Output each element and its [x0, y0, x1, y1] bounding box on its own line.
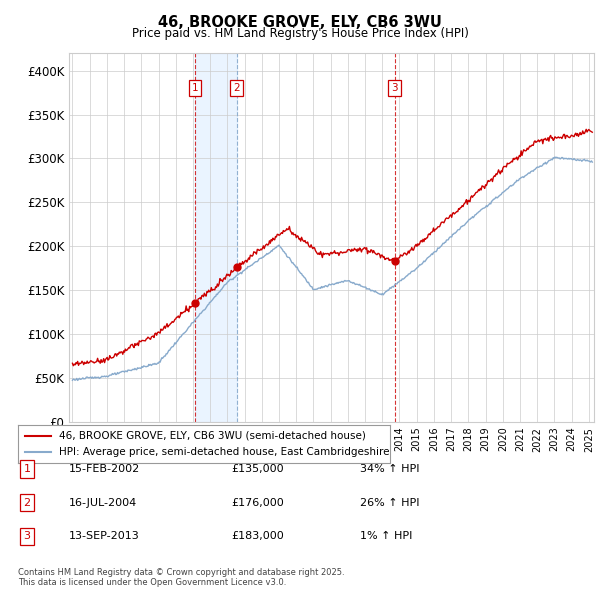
Text: 16-JUL-2004: 16-JUL-2004	[69, 498, 137, 507]
Text: 34% ↑ HPI: 34% ↑ HPI	[360, 464, 419, 474]
Text: £176,000: £176,000	[231, 498, 284, 507]
Text: 1% ↑ HPI: 1% ↑ HPI	[360, 532, 412, 541]
Text: 15-FEB-2002: 15-FEB-2002	[69, 464, 140, 474]
Text: 1: 1	[191, 83, 199, 93]
Text: 3: 3	[391, 83, 398, 93]
Text: HPI: Average price, semi-detached house, East Cambridgeshire: HPI: Average price, semi-detached house,…	[59, 447, 389, 457]
Text: 2: 2	[233, 83, 240, 93]
Text: 26% ↑ HPI: 26% ↑ HPI	[360, 498, 419, 507]
Text: 2: 2	[23, 498, 31, 507]
Text: 1: 1	[23, 464, 31, 474]
Text: 3: 3	[23, 532, 31, 541]
Text: 46, BROOKE GROVE, ELY, CB6 3WU: 46, BROOKE GROVE, ELY, CB6 3WU	[158, 15, 442, 30]
Text: Contains HM Land Registry data © Crown copyright and database right 2025.
This d: Contains HM Land Registry data © Crown c…	[18, 568, 344, 587]
Text: £135,000: £135,000	[231, 464, 284, 474]
Text: 13-SEP-2013: 13-SEP-2013	[69, 532, 140, 541]
Text: Price paid vs. HM Land Registry's House Price Index (HPI): Price paid vs. HM Land Registry's House …	[131, 27, 469, 40]
Text: £183,000: £183,000	[231, 532, 284, 541]
Text: 46, BROOKE GROVE, ELY, CB6 3WU (semi-detached house): 46, BROOKE GROVE, ELY, CB6 3WU (semi-det…	[59, 431, 366, 441]
